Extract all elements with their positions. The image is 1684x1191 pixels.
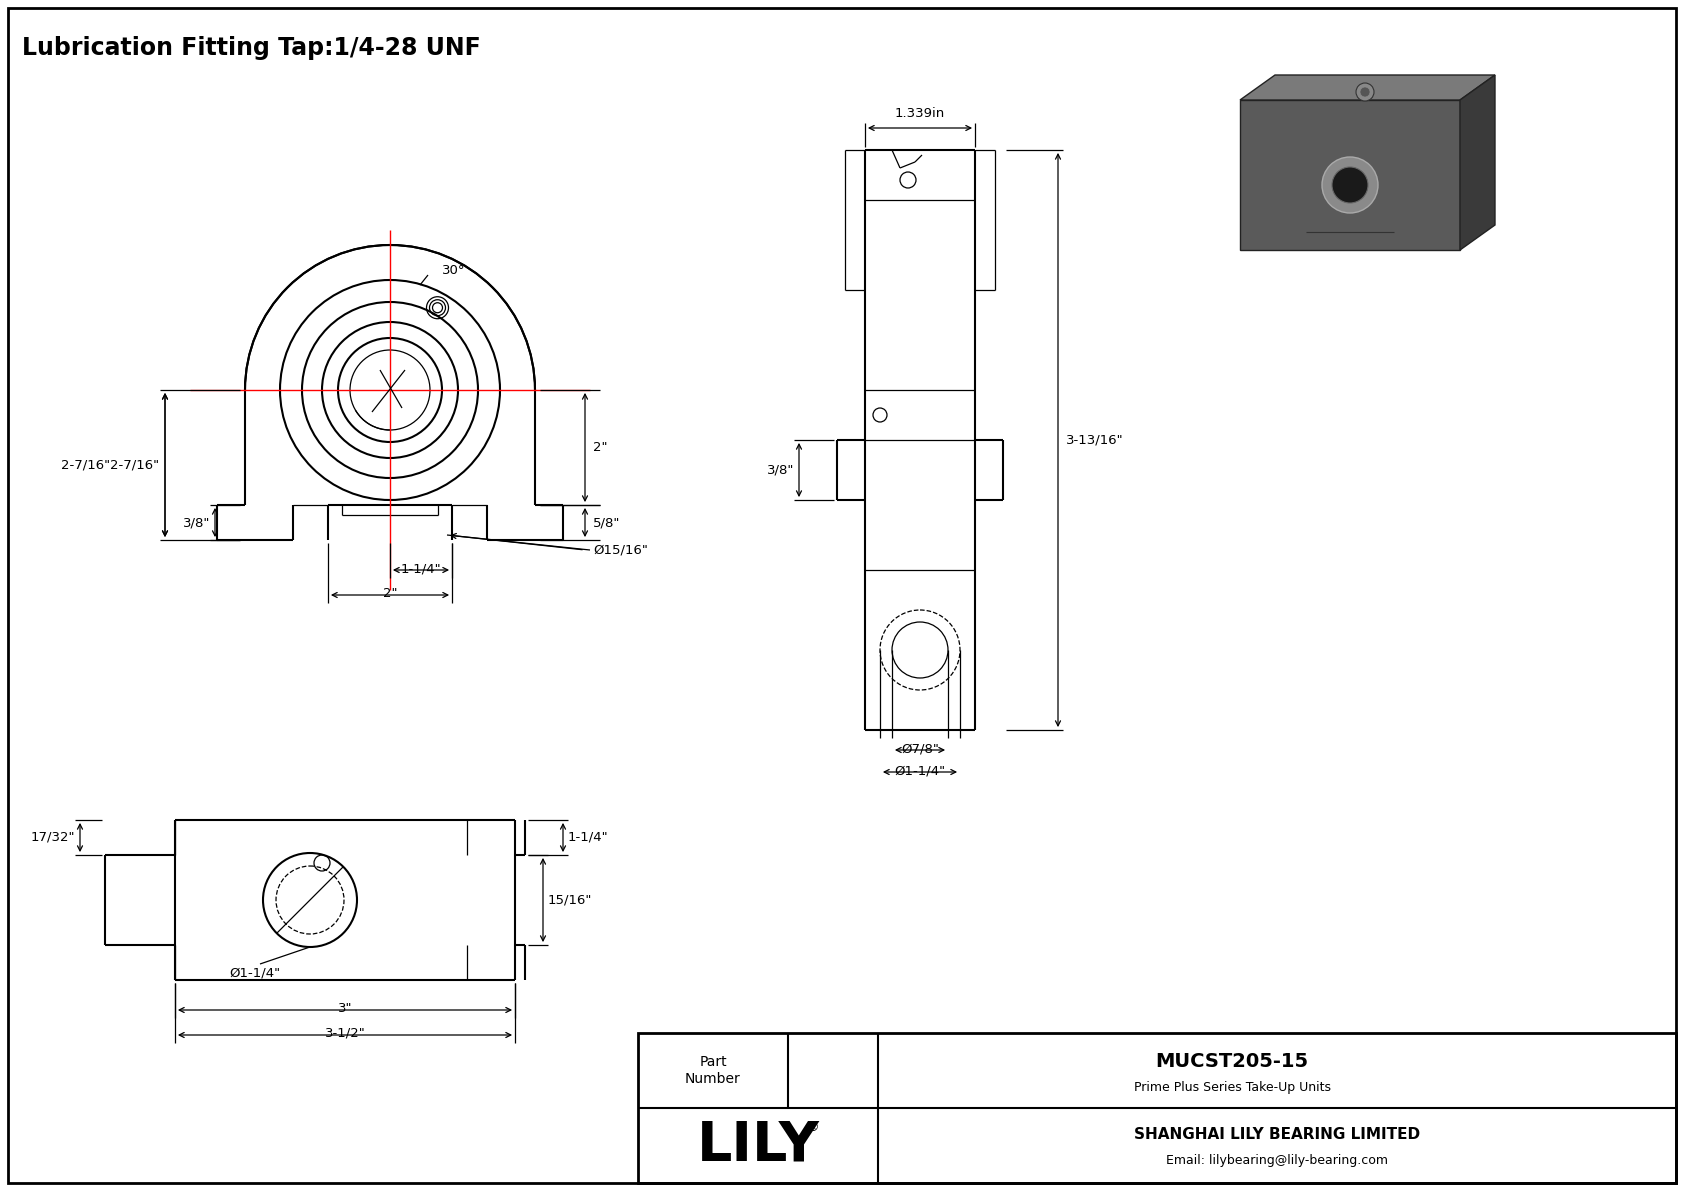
Text: 2": 2" <box>382 587 397 600</box>
Text: MUCST205-15: MUCST205-15 <box>1155 1052 1308 1071</box>
Text: 1-1/4": 1-1/4" <box>401 562 441 575</box>
Text: Ø1-1/4": Ø1-1/4" <box>894 763 945 777</box>
Text: 3/8": 3/8" <box>766 463 793 476</box>
Text: 2-7/16": 2-7/16" <box>61 459 109 472</box>
Text: 30°: 30° <box>441 263 465 276</box>
Bar <box>1239 100 1460 250</box>
Text: LILY: LILY <box>697 1118 820 1172</box>
Polygon shape <box>1239 75 1495 100</box>
Text: Part
Number: Part Number <box>685 1055 741 1086</box>
Circle shape <box>1322 157 1378 213</box>
Text: Prime Plus Series Take-Up Units: Prime Plus Series Take-Up Units <box>1133 1080 1330 1093</box>
Text: Ø15/16": Ø15/16" <box>593 543 648 556</box>
Text: Lubrication Fitting Tap:1/4-28 UNF: Lubrication Fitting Tap:1/4-28 UNF <box>22 36 480 60</box>
Text: SHANGHAI LILY BEARING LIMITED: SHANGHAI LILY BEARING LIMITED <box>1133 1127 1420 1142</box>
Text: 15/16": 15/16" <box>547 893 593 906</box>
Circle shape <box>1332 167 1367 202</box>
Text: ®: ® <box>807 1121 818 1134</box>
Text: Ø7/8": Ø7/8" <box>901 742 940 755</box>
Text: 5/8": 5/8" <box>593 516 620 529</box>
Text: 3/8": 3/8" <box>182 516 210 529</box>
Text: 2-7/16": 2-7/16" <box>109 459 158 472</box>
Text: 1-1/4": 1-1/4" <box>568 831 608 844</box>
Polygon shape <box>1460 75 1495 250</box>
Text: 1.339in: 1.339in <box>894 107 945 120</box>
Circle shape <box>1356 83 1374 101</box>
Text: Email: lilybearing@lily-bearing.com: Email: lilybearing@lily-bearing.com <box>1165 1154 1388 1167</box>
Text: 3-13/16": 3-13/16" <box>1066 434 1123 447</box>
Circle shape <box>1361 87 1371 96</box>
Text: 2": 2" <box>593 441 608 454</box>
Text: 3": 3" <box>338 1002 352 1015</box>
Text: 3-1/2": 3-1/2" <box>325 1027 365 1040</box>
Bar <box>638 1033 1676 1183</box>
Text: 17/32": 17/32" <box>30 831 76 844</box>
Text: Ø1-1/4": Ø1-1/4" <box>229 967 281 980</box>
